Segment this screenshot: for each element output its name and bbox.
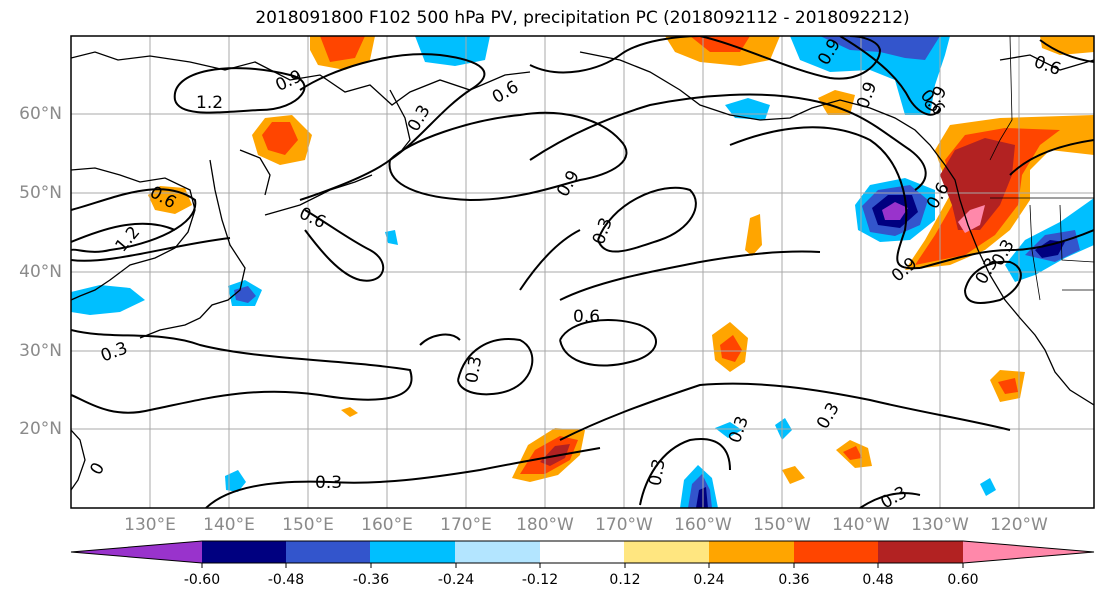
colorbar-tick-label: -0.12 <box>521 572 559 588</box>
lon-tick-label: 170°W <box>595 515 653 535</box>
colorbar-tick-label: -0.48 <box>267 572 305 588</box>
lon-tick-label: 130°E <box>124 515 176 535</box>
colorbar-tick-label: 0.36 <box>778 572 810 588</box>
colorbar-segment <box>370 541 456 563</box>
colorbar-segment <box>455 541 541 563</box>
lon-tick-label: 180°W <box>516 515 574 535</box>
colorbar-tick-label: 0.60 <box>947 572 979 588</box>
lon-tick-label: 150°W <box>753 515 811 535</box>
colorbar-tick-label: 0.24 <box>693 572 725 588</box>
colorbar-segment <box>963 541 1094 563</box>
colorbar-segment <box>624 541 710 563</box>
colorbar-segment <box>540 541 625 563</box>
colorbar-segment <box>709 541 795 563</box>
lat-tick-label: 40°N <box>19 262 62 282</box>
lon-tick-label: 130°W <box>911 515 969 535</box>
colorbar <box>70 540 1095 568</box>
pv-contours <box>71 36 1094 508</box>
lon-tick-label: 140°W <box>832 515 890 535</box>
lat-tick-label: 50°N <box>19 183 62 203</box>
lat-tick-label: 60°N <box>19 104 62 124</box>
colorbar-tick-label: 0.12 <box>609 572 641 588</box>
figure-title: 2018091800 F102 500 hPa PV, precipitatio… <box>255 8 910 28</box>
colorbar-tick-label: -0.60 <box>183 572 221 588</box>
contour-label: 0.3 <box>645 457 669 487</box>
colorbar-segment <box>878 541 964 563</box>
colorbar-segment <box>71 541 202 563</box>
map-frame <box>70 35 1095 509</box>
lat-tick-label: 30°N <box>19 341 62 361</box>
colorbar-tick-label: -0.36 <box>352 572 390 588</box>
lon-tick-label: 170°E <box>440 515 492 535</box>
colorbar-segment <box>202 541 287 563</box>
colorbar-segment <box>286 541 371 563</box>
contour-label: 0.6 <box>573 307 600 327</box>
lon-tick-label: 160°W <box>674 515 732 535</box>
country-borders <box>989 36 1094 301</box>
lon-tick-label: 140°E <box>203 515 255 535</box>
colorbar-segment <box>794 541 879 563</box>
contour-label: 1.2 <box>196 93 223 113</box>
contour-label: 0.3 <box>462 355 486 385</box>
lon-tick-label: 150°E <box>282 515 334 535</box>
colorbar-tick-label: -0.24 <box>437 572 475 588</box>
lat-tick-label: 20°N <box>19 419 62 439</box>
colorbar-tick-label: 0.48 <box>862 572 894 588</box>
lon-tick-label: 120°W <box>990 515 1048 535</box>
contour-label: 0.3 <box>315 473 342 493</box>
lon-tick-label: 160°E <box>361 515 413 535</box>
